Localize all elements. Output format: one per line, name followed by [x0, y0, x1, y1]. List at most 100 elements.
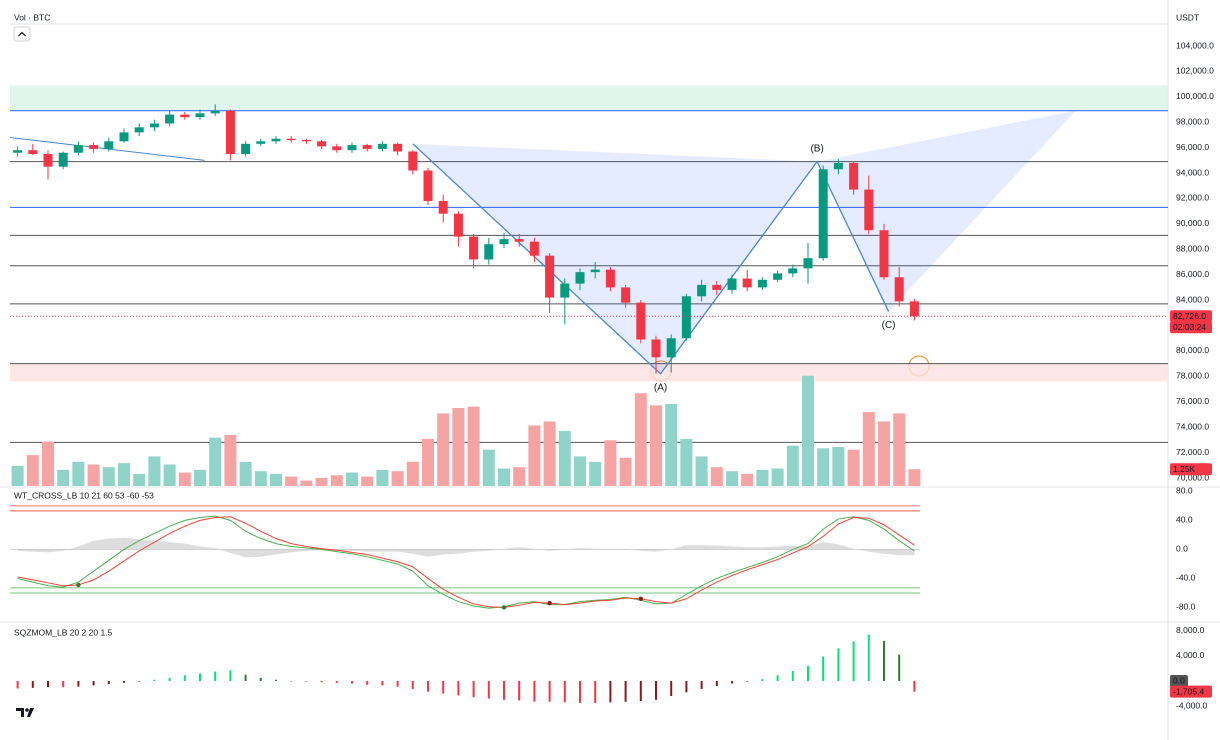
candle-body: [256, 141, 266, 144]
currency-label: USDT: [1176, 12, 1199, 22]
volume-bar: [574, 456, 586, 486]
candle-body: [165, 114, 175, 124]
momentum-bar: [457, 680, 460, 696]
candle-body: [849, 162, 859, 190]
volume-bar: [209, 437, 222, 486]
candle-body: [377, 143, 387, 149]
volume-bar: [87, 464, 100, 486]
cross-dot: [638, 596, 643, 601]
last-price-label: 82,726.0: [1173, 311, 1206, 321]
y-tick-label: 86,000.0: [1176, 269, 1209, 279]
volume-bar: [786, 445, 799, 486]
momentum-bar: [731, 680, 733, 684]
volume-label: 1.25K: [1173, 464, 1196, 474]
candle-body: [605, 269, 615, 288]
volume-bar: [634, 393, 647, 486]
momentum-bar: [761, 679, 764, 681]
candle-body: [347, 145, 357, 151]
candle-body: [666, 338, 676, 358]
momentum-bar: [639, 680, 642, 702]
candle-body: [241, 143, 251, 154]
momentum-bar: [305, 680, 308, 682]
wt-line: [17, 515, 915, 609]
volume-bar: [726, 471, 738, 486]
collapse-button[interactable]: [13, 26, 31, 42]
candle-body: [514, 239, 524, 242]
momentum-bar: [427, 680, 429, 692]
candle-body: [894, 277, 904, 302]
candle-body: [89, 145, 99, 149]
candle-body: [909, 301, 919, 317]
candle-body: [408, 151, 418, 171]
candle-body: [286, 138, 296, 141]
y-tick-label: -40.0: [1176, 573, 1196, 583]
y-tick-label: 72,000.0: [1176, 447, 1209, 457]
volume-bar: [498, 468, 510, 486]
last-price-label-bg: [1170, 310, 1212, 323]
momentum-bar: [259, 677, 262, 681]
y-tick-label: 80,000.0: [1176, 345, 1209, 355]
zone: [10, 85, 1168, 111]
momentum-bar: [791, 670, 794, 681]
pattern-label: (A): [654, 382, 667, 393]
volume-bar: [908, 469, 921, 486]
candle-body: [773, 273, 783, 280]
momentum-bar: [381, 680, 384, 686]
momentum-bar: [807, 665, 809, 681]
volume-bar: [862, 412, 875, 486]
candle-body: [560, 283, 570, 298]
candle-body: [195, 113, 205, 118]
momentum-bar: [548, 680, 551, 702]
candle-body: [727, 278, 737, 290]
pattern-label: (C): [882, 320, 896, 331]
y-tick-label: 40.0: [1176, 515, 1193, 525]
volume-bar: [467, 406, 480, 486]
momentum-bar: [913, 680, 916, 692]
y-tick-label: 78,000.0: [1176, 371, 1209, 381]
volume-bar: [11, 465, 24, 486]
momentum-bar: [396, 680, 399, 687]
momentum-bar: [472, 680, 475, 698]
momentum-bar: [746, 680, 749, 682]
volume-bar: [285, 476, 298, 486]
candle-body: [636, 302, 646, 340]
candle-body: [453, 213, 463, 237]
momentum-bar: [214, 671, 217, 681]
candle-body: [469, 236, 479, 260]
logo: [16, 708, 34, 717]
volume-bar: [452, 408, 465, 486]
candle-body: [43, 154, 53, 167]
y-tick-label: 104,000.0: [1176, 40, 1214, 50]
volume-bar: [543, 421, 556, 486]
momentum-bar: [320, 680, 323, 683]
volume-bar: [437, 413, 450, 486]
candle-body: [529, 241, 539, 256]
candle-body: [13, 150, 23, 153]
volume-bar: [239, 461, 252, 486]
candle-body: [697, 284, 707, 297]
candle-body: [210, 110, 220, 114]
y-tick-label: 100,000.0: [1176, 91, 1214, 101]
momentum-bar: [153, 679, 156, 681]
candle-body: [423, 170, 433, 202]
candle-body: [651, 339, 661, 358]
momentum-bar: [700, 680, 703, 690]
momentum-bar: [442, 680, 445, 694]
candle-body: [621, 287, 631, 303]
countdown-label: 02:03:24: [1173, 322, 1206, 332]
volume-bar: [847, 449, 860, 486]
candle-body: [332, 146, 342, 151]
pattern-line: [412, 143, 890, 375]
momentum-bar: [244, 674, 247, 681]
momentum-bar: [685, 680, 688, 693]
candle-body: [73, 145, 83, 153]
volume-bar: [741, 473, 754, 486]
candle-body: [104, 141, 114, 149]
momentum-bar: [594, 680, 597, 703]
last-value-bg: [1170, 685, 1212, 698]
volume-label-bg: [1170, 463, 1212, 476]
cross-dot: [501, 605, 507, 610]
momentum-bar: [335, 680, 338, 683]
momentum-bar: [275, 679, 277, 681]
momentum-bar: [290, 680, 293, 682]
